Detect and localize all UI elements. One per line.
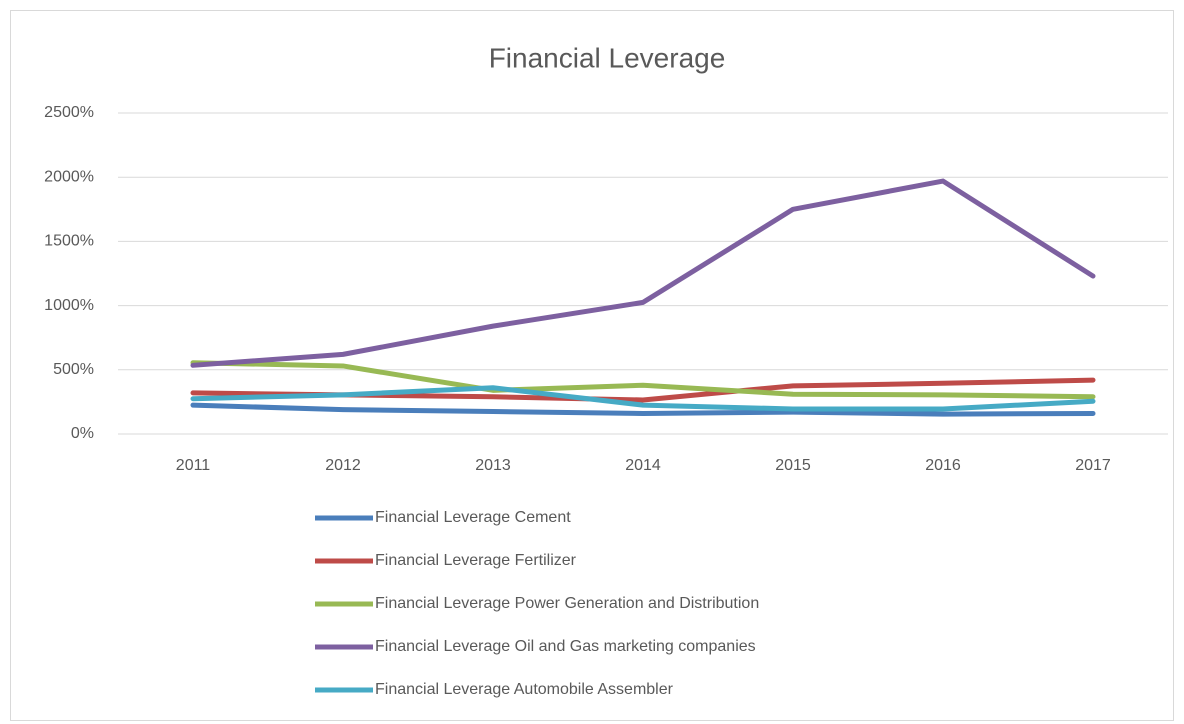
y-tick-label: 2500% xyxy=(44,104,94,121)
y-tick-label: 2000% xyxy=(44,168,94,185)
legend-label: Financial Leverage Cement xyxy=(375,509,571,526)
x-tick-label: 2017 xyxy=(1075,457,1111,474)
x-tick-label: 2015 xyxy=(775,457,811,474)
x-tick-label: 2014 xyxy=(625,457,661,474)
legend-label: Financial Leverage Fertilizer xyxy=(375,552,577,569)
legend-label: Financial Leverage Automobile Assembler xyxy=(375,681,674,698)
x-tick-label: 2013 xyxy=(475,457,511,474)
legend-label: Financial Leverage Oil and Gas marketing… xyxy=(375,638,756,655)
series-line xyxy=(190,178,1096,368)
y-tick-label: 1000% xyxy=(44,297,94,314)
y-tick-label: 500% xyxy=(53,361,94,378)
legend-label: Financial Leverage Power Generation and … xyxy=(375,595,759,612)
y-tick-label: 0% xyxy=(71,425,94,442)
y-tick-label: 1500% xyxy=(44,233,94,250)
x-tick-label: 2012 xyxy=(325,457,361,474)
series-line xyxy=(190,360,1096,400)
series-line xyxy=(190,402,1096,417)
chart-border xyxy=(10,10,1174,721)
x-tick-label: 2011 xyxy=(176,457,211,474)
series-line xyxy=(190,385,1096,412)
chart-title: Financial Leverage xyxy=(489,42,726,73)
x-tick-label: 2016 xyxy=(925,457,961,474)
